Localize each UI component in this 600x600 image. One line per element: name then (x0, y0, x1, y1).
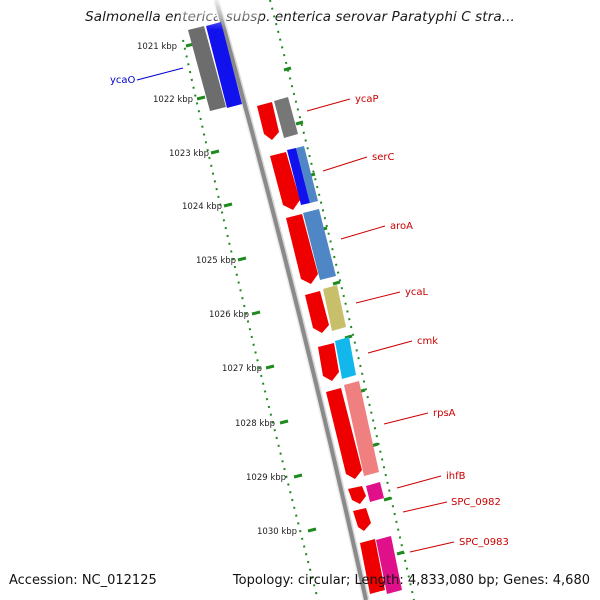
top-fade (180, 0, 260, 30)
tick-1022 (196, 95, 206, 101)
blast-hit-magenta[interactable] (376, 536, 402, 594)
cds-arrow[interactable] (286, 214, 318, 284)
blast-hit-khaki[interactable] (323, 285, 346, 331)
outer-tick (332, 280, 341, 286)
label-line-ycaO (136, 67, 184, 81)
cds-arrow[interactable] (326, 388, 362, 479)
label-line-rpsA (383, 412, 429, 425)
outer-tick (344, 334, 353, 340)
outer-tick-ring (269, 0, 415, 600)
kbp-label: 1027 kbp (222, 364, 262, 374)
cds-arrow[interactable] (318, 343, 339, 381)
blast-hit-cyan[interactable] (335, 337, 356, 379)
label-line-ihfB (396, 475, 442, 489)
tick-1023 (210, 149, 220, 155)
label-line-SPC_0983 (409, 541, 455, 553)
kbp-label: 1024 kbp (182, 202, 222, 212)
tick-1030 (307, 527, 317, 533)
gene-ycaO[interactable] (188, 22, 242, 111)
tick-1028 (279, 419, 289, 425)
tick-1027 (265, 364, 275, 370)
gene-label-cmk[interactable]: cmk (417, 336, 438, 347)
label-line-ycaL (355, 291, 401, 304)
gene-label-ycaO[interactable]: ycaO (110, 75, 136, 86)
cds-arrow[interactable] (353, 508, 371, 531)
label-line-ycaP (306, 98, 351, 112)
kbp-label: 1026 kbp (209, 310, 249, 320)
blast-hit-blue[interactable] (287, 148, 310, 205)
gene-label-ycaP[interactable]: ycaP (355, 94, 379, 105)
kbp-label: 1025 kbp (196, 256, 236, 266)
feature-ycaO-grey[interactable] (188, 26, 226, 111)
label-line-aroA (340, 225, 386, 240)
outer-tick (295, 120, 304, 126)
outer-tick (396, 550, 405, 556)
gene-label-serC[interactable]: serC (372, 152, 394, 163)
cds-arrow[interactable] (257, 102, 279, 140)
gene-label-ycaL[interactable]: ycaL (405, 287, 429, 298)
blast-hit-steel[interactable] (296, 146, 318, 203)
tick-1026 (251, 310, 261, 316)
label-line-serC (322, 156, 368, 172)
kbp-label: 1029 kbp (246, 473, 286, 483)
blast-hit-grey[interactable] (274, 97, 298, 138)
outer-ring-ticks (283, 66, 405, 556)
cds-arrow[interactable] (270, 152, 300, 210)
blast-hit-salmon[interactable] (344, 381, 379, 476)
tick-1029 (293, 473, 303, 479)
label-line-cmk (367, 340, 413, 354)
feature-ycaO-blue[interactable] (206, 22, 242, 108)
blast-features[interactable] (274, 97, 402, 594)
gene-label-ihfB[interactable]: ihfB (446, 471, 466, 482)
gene-label-rpsA[interactable]: rpsA (433, 408, 456, 419)
label-line-SPC_0982 (402, 501, 448, 513)
accession-text: Accession: NC_012125 (9, 573, 157, 588)
blast-hit-steel[interactable] (303, 209, 336, 280)
outer-tick (383, 496, 392, 502)
cds-features[interactable] (257, 102, 385, 594)
kbp-label: 1030 kbp (257, 527, 297, 537)
cds-arrow[interactable] (360, 539, 385, 594)
kbp-label: 1022 kbp (153, 95, 193, 105)
cds-arrow[interactable] (305, 291, 329, 333)
cds-arrow[interactable] (348, 486, 366, 504)
outer-tick (283, 66, 292, 72)
blast-hit-magenta[interactable] (366, 482, 384, 502)
tick-1024 (223, 202, 233, 208)
kbp-label: 1023 kbp (169, 149, 209, 159)
gene-label-SPC_0982[interactable]: SPC_0982 (451, 497, 501, 508)
tick-1025 (237, 256, 247, 262)
kbp-label: 1028 kbp (235, 419, 275, 429)
genome-summary-text: Topology: circular; Length: 4,833,080 bp… (232, 573, 590, 588)
gene-label-aroA[interactable]: aroA (390, 221, 413, 232)
gene-label-SPC_0983[interactable]: SPC_0983 (459, 537, 509, 548)
kbp-label: 1021 kbp (137, 42, 177, 52)
